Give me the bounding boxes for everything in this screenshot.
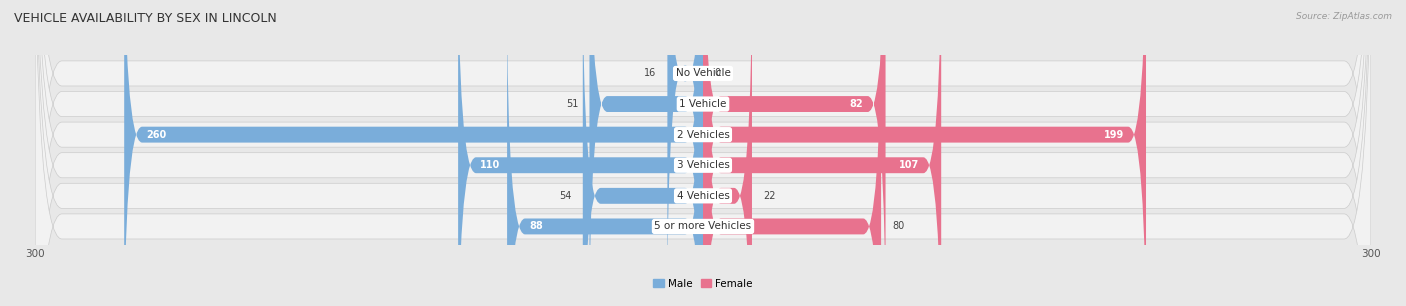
FancyBboxPatch shape <box>35 0 1371 306</box>
Text: 199: 199 <box>1104 130 1123 140</box>
Text: 110: 110 <box>481 160 501 170</box>
FancyBboxPatch shape <box>35 0 1371 306</box>
FancyBboxPatch shape <box>124 0 703 306</box>
FancyBboxPatch shape <box>458 0 703 306</box>
FancyBboxPatch shape <box>35 0 1371 306</box>
FancyBboxPatch shape <box>508 0 703 306</box>
FancyBboxPatch shape <box>703 0 752 306</box>
Text: 107: 107 <box>898 160 920 170</box>
Text: 88: 88 <box>529 222 543 231</box>
FancyBboxPatch shape <box>703 0 941 306</box>
Text: 260: 260 <box>146 130 167 140</box>
FancyBboxPatch shape <box>703 0 1146 306</box>
Text: No Vehicle: No Vehicle <box>675 69 731 78</box>
Text: 1 Vehicle: 1 Vehicle <box>679 99 727 109</box>
Text: 16: 16 <box>644 69 657 78</box>
FancyBboxPatch shape <box>589 0 703 306</box>
Text: 54: 54 <box>560 191 572 201</box>
Text: 2 Vehicles: 2 Vehicles <box>676 130 730 140</box>
FancyBboxPatch shape <box>35 0 1371 306</box>
FancyBboxPatch shape <box>703 0 886 306</box>
Text: 51: 51 <box>567 99 578 109</box>
Text: 5 or more Vehicles: 5 or more Vehicles <box>654 222 752 231</box>
Text: 80: 80 <box>893 222 904 231</box>
FancyBboxPatch shape <box>35 0 1371 306</box>
FancyBboxPatch shape <box>668 0 703 306</box>
Text: 3 Vehicles: 3 Vehicles <box>676 160 730 170</box>
FancyBboxPatch shape <box>35 0 1371 306</box>
Text: 22: 22 <box>763 191 776 201</box>
Text: Source: ZipAtlas.com: Source: ZipAtlas.com <box>1296 12 1392 21</box>
FancyBboxPatch shape <box>703 0 882 306</box>
Text: VEHICLE AVAILABILITY BY SEX IN LINCOLN: VEHICLE AVAILABILITY BY SEX IN LINCOLN <box>14 12 277 25</box>
Text: 4 Vehicles: 4 Vehicles <box>676 191 730 201</box>
FancyBboxPatch shape <box>582 0 703 306</box>
Text: 0: 0 <box>714 69 720 78</box>
Text: 82: 82 <box>849 99 863 109</box>
Legend: Male, Female: Male, Female <box>650 274 756 293</box>
